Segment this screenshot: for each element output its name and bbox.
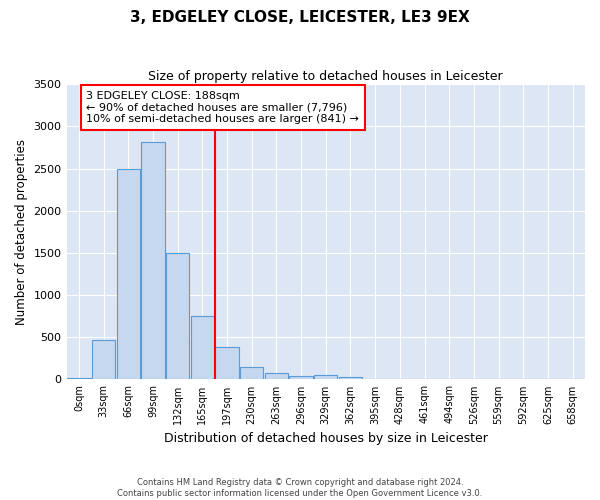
X-axis label: Distribution of detached houses by size in Leicester: Distribution of detached houses by size … bbox=[164, 432, 488, 445]
Text: 3 EDGELEY CLOSE: 188sqm
← 90% of detached houses are smaller (7,796)
10% of semi: 3 EDGELEY CLOSE: 188sqm ← 90% of detache… bbox=[86, 91, 359, 124]
Bar bbox=[116, 168, 140, 380]
Bar bbox=[215, 346, 239, 380]
Bar bbox=[92, 340, 115, 380]
Bar bbox=[240, 367, 263, 380]
Bar bbox=[141, 142, 164, 380]
Bar bbox=[67, 378, 91, 380]
Bar bbox=[265, 373, 288, 380]
Y-axis label: Number of detached properties: Number of detached properties bbox=[15, 139, 28, 325]
Bar bbox=[314, 375, 337, 380]
Text: 3, EDGELEY CLOSE, LEICESTER, LE3 9EX: 3, EDGELEY CLOSE, LEICESTER, LE3 9EX bbox=[130, 10, 470, 25]
Title: Size of property relative to detached houses in Leicester: Size of property relative to detached ho… bbox=[148, 70, 503, 83]
Bar bbox=[339, 378, 362, 380]
Bar bbox=[191, 316, 214, 380]
Bar bbox=[166, 253, 190, 380]
Bar bbox=[289, 376, 313, 380]
Text: Contains HM Land Registry data © Crown copyright and database right 2024.
Contai: Contains HM Land Registry data © Crown c… bbox=[118, 478, 482, 498]
